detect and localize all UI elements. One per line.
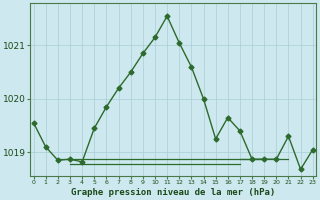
X-axis label: Graphe pression niveau de la mer (hPa): Graphe pression niveau de la mer (hPa): [71, 188, 275, 197]
